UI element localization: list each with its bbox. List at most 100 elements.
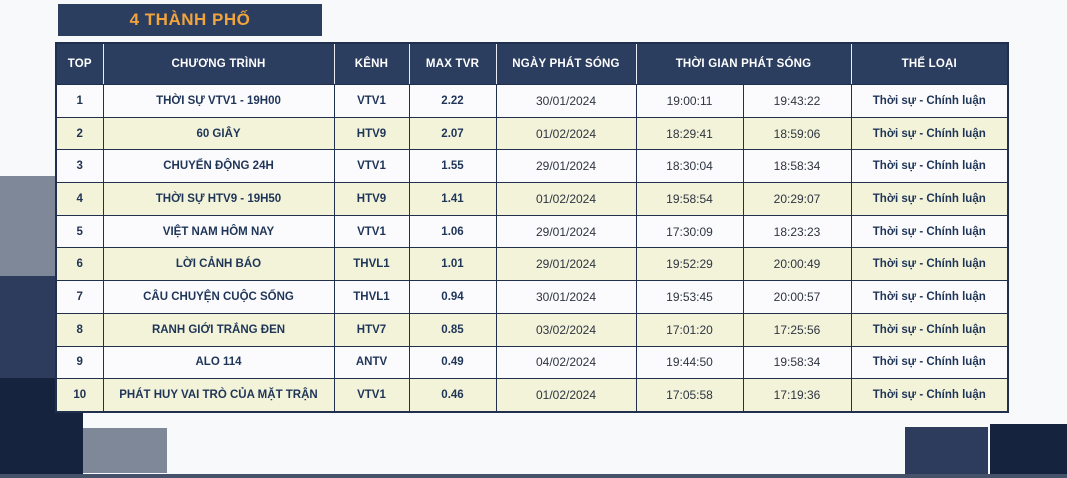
cell-genre: Thời sự - Chính luận	[850, 247, 1009, 282]
cell-top: 1	[55, 84, 104, 118]
cell-channel: VTV1	[333, 84, 410, 118]
cell-max-tvr: 0.94	[408, 280, 497, 314]
decor-block-bottom-right-mid-navy	[905, 427, 988, 478]
cell-top: 2	[55, 116, 104, 151]
cell-end-time: 20:00:49	[742, 247, 852, 282]
table-row: 4 THỜI SỰ HTV9 - 19H50 HTV9 1.41 01/02/2…	[55, 182, 1009, 216]
cell-start-time: 19:53:45	[635, 280, 744, 314]
cell-start-time: 19:00:11	[635, 84, 744, 118]
cell-start-time: 18:29:41	[635, 116, 744, 151]
cell-max-tvr: 1.55	[408, 149, 497, 184]
col-header-max-tvr: MAX TVR	[408, 42, 497, 85]
cell-genre: Thời sự - Chính luận	[850, 312, 1009, 347]
col-header-top: TOP	[55, 42, 104, 85]
cell-end-time: 19:58:34	[742, 345, 852, 380]
cell-top: 8	[55, 312, 104, 347]
cell-channel: VTV1	[333, 378, 410, 413]
table-row: 6 LỜI CẢNH BÁO THVL1 1.01 29/01/2024 19:…	[55, 247, 1009, 282]
cell-start-time: 19:44:50	[635, 345, 744, 380]
cell-start-time: 19:58:54	[635, 182, 744, 216]
cell-program: LỜI CẢNH BÁO	[102, 247, 335, 282]
cell-channel: ANTV	[333, 345, 410, 380]
cell-max-tvr: 2.22	[408, 84, 497, 118]
cell-top: 10	[55, 378, 104, 413]
cell-program: CHUYỂN ĐỘNG 24H	[102, 149, 335, 184]
cell-start-time: 17:01:20	[635, 312, 744, 347]
cell-genre: Thời sự - Chính luận	[850, 280, 1009, 314]
cell-top: 6	[55, 247, 104, 282]
cell-air-date: 29/01/2024	[495, 149, 637, 184]
decor-block-bottom-right-dark-navy	[990, 424, 1067, 478]
cell-max-tvr: 1.01	[408, 247, 497, 282]
table-row: 1 THỜI SỰ VTV1 - 19H00 VTV1 2.22 30/01/2…	[55, 84, 1009, 118]
col-header-program: CHƯƠNG TRÌNH	[102, 42, 335, 85]
cell-air-date: 29/01/2024	[495, 214, 637, 249]
cell-program: ALO 114	[102, 345, 335, 380]
ranking-table: TOP CHƯƠNG TRÌNH KÊNH MAX TVR NGÀY PHÁT …	[55, 42, 1010, 413]
cell-max-tvr: 0.46	[408, 378, 497, 413]
cell-program: 60 GIÂY	[102, 116, 335, 151]
col-header-air-time: THỜI GIAN PHÁT SÓNG	[635, 42, 852, 85]
table-row: 2 60 GIÂY HTV9 2.07 01/02/2024 18:29:41 …	[55, 116, 1009, 151]
col-header-channel: KÊNH	[333, 42, 410, 85]
cell-start-time: 17:30:09	[635, 214, 744, 249]
cell-start-time: 19:52:29	[635, 247, 744, 282]
cell-air-date: 04/02/2024	[495, 345, 637, 380]
cell-end-time: 19:43:22	[742, 84, 852, 118]
cell-max-tvr: 0.85	[408, 312, 497, 347]
cell-channel: HTV9	[333, 182, 410, 216]
cell-channel: HTV7	[333, 312, 410, 347]
table-row: 9 ALO 114 ANTV 0.49 04/02/2024 19:44:50 …	[55, 345, 1009, 380]
cell-max-tvr: 0.49	[408, 345, 497, 380]
cell-air-date: 01/02/2024	[495, 378, 637, 413]
cell-end-time: 18:23:23	[742, 214, 852, 249]
cell-air-date: 01/02/2024	[495, 182, 637, 216]
cell-program: VIỆT NAM HÔM NAY	[102, 214, 335, 249]
decor-block-bottom-gray	[83, 428, 167, 473]
cell-max-tvr: 1.06	[408, 214, 497, 249]
cell-air-date: 29/01/2024	[495, 247, 637, 282]
table-header-row: TOP CHƯƠNG TRÌNH KÊNH MAX TVR NGÀY PHÁT …	[55, 42, 1009, 85]
cell-air-date: 30/01/2024	[495, 280, 637, 314]
cell-program: THỜI SỰ VTV1 - 19H00	[102, 84, 335, 118]
col-header-genre: THỂ LOẠI	[850, 42, 1009, 85]
cell-channel: THVL1	[333, 280, 410, 314]
cell-genre: Thời sự - Chính luận	[850, 378, 1009, 413]
cell-end-time: 18:58:34	[742, 149, 852, 184]
cell-genre: Thời sự - Chính luận	[850, 149, 1009, 184]
cell-program: THỜI SỰ HTV9 - 19H50	[102, 182, 335, 216]
page-title: 4 THÀNH PHỐ	[58, 4, 322, 36]
cell-channel: HTV9	[333, 116, 410, 151]
cell-genre: Thời sự - Chính luận	[850, 116, 1009, 151]
cell-genre: Thời sự - Chính luận	[850, 182, 1009, 216]
cell-end-time: 18:59:06	[742, 116, 852, 151]
cell-program: CÂU CHUYỆN CUỘC SỐNG	[102, 280, 335, 314]
cell-end-time: 17:25:56	[742, 312, 852, 347]
cell-channel: VTV1	[333, 149, 410, 184]
table-row: 7 CÂU CHUYỆN CUỘC SỐNG THVL1 0.94 30/01/…	[55, 280, 1009, 314]
cell-end-time: 20:00:57	[742, 280, 852, 314]
table-row: 5 VIỆT NAM HÔM NAY VTV1 1.06 29/01/2024 …	[55, 214, 1009, 249]
cell-genre: Thời sự - Chính luận	[850, 345, 1009, 380]
table-row: 10 PHÁT HUY VAI TRÒ CỦA MẶT TRẬN VTV1 0.…	[55, 378, 1009, 413]
cell-genre: Thời sự - Chính luận	[850, 84, 1009, 118]
cell-channel: VTV1	[333, 214, 410, 249]
cell-genre: Thời sự - Chính luận	[850, 214, 1009, 249]
cell-end-time: 20:29:07	[742, 182, 852, 216]
decor-block-left-gray	[0, 176, 57, 276]
decor-block-left-mid-navy	[0, 276, 57, 378]
cell-air-date: 03/02/2024	[495, 312, 637, 347]
cell-top: 9	[55, 345, 104, 380]
cell-top: 5	[55, 214, 104, 249]
cell-program: PHÁT HUY VAI TRÒ CỦA MẶT TRẬN	[102, 378, 335, 413]
table-row: 3 CHUYỂN ĐỘNG 24H VTV1 1.55 29/01/2024 1…	[55, 149, 1009, 184]
table-row: 8 RANH GIỚI TRẮNG ĐEN HTV7 0.85 03/02/20…	[55, 312, 1009, 347]
cell-top: 3	[55, 149, 104, 184]
cell-air-date: 01/02/2024	[495, 116, 637, 151]
cell-start-time: 17:05:58	[635, 378, 744, 413]
cell-start-time: 18:30:04	[635, 149, 744, 184]
cell-end-time: 17:19:36	[742, 378, 852, 413]
cell-max-tvr: 2.07	[408, 116, 497, 151]
col-header-air-date: NGÀY PHÁT SÓNG	[495, 42, 637, 85]
